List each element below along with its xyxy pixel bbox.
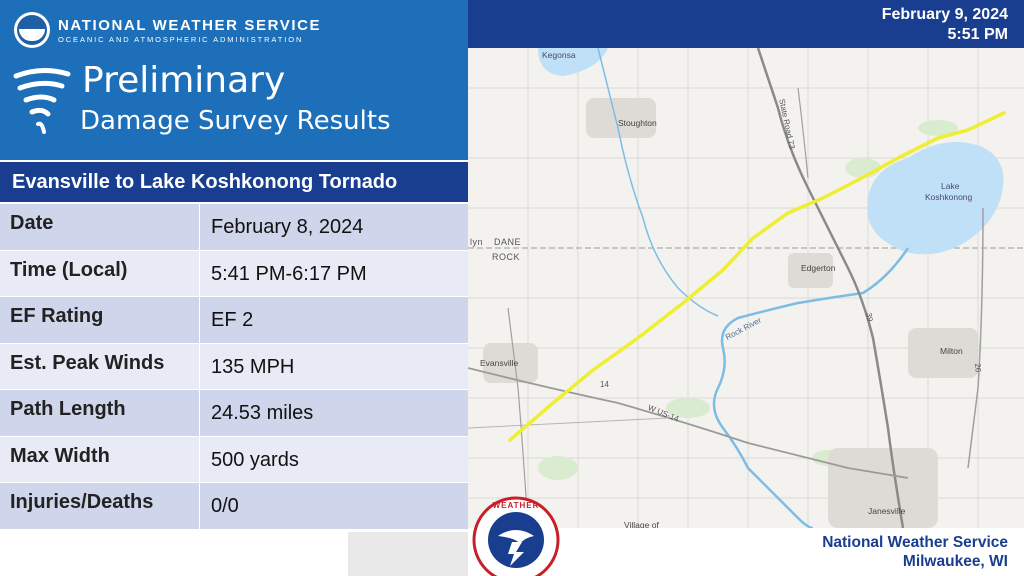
tornado-track-map[interactable]: Kegonsa Stoughton State Road 73 Lake Kos…: [468, 48, 1024, 528]
table-row-max-width: Max Width 500 yards: [0, 436, 468, 483]
label-evansville: Evansville: [480, 358, 519, 368]
event-title: Evansville to Lake Koshkonong Tornado: [0, 160, 468, 202]
interstate-39: [756, 48, 905, 528]
issued-timestamp: February 9, 2024 5:51 PM: [882, 5, 1008, 45]
label-lyn: lyn: [470, 237, 484, 247]
label-kegonsa: Kegonsa: [542, 50, 576, 60]
tornado-track: [508, 111, 1006, 442]
row-label: Path Length: [0, 390, 200, 436]
label-edgerton: Edgerton: [801, 263, 836, 273]
row-label: Est. Peak Winds: [0, 343, 200, 389]
footer-right: [468, 528, 1024, 576]
row-label: EF Rating: [0, 297, 200, 343]
office-location: Milwaukee, WI: [902, 553, 1008, 570]
agency-name: NATIONAL WEATHER SERVICE: [58, 16, 322, 34]
row-value: 0/0: [211, 495, 239, 517]
map-canvas: [468, 48, 1024, 528]
row-value: 500 yards: [211, 448, 299, 471]
footer-left-grey: [348, 532, 468, 576]
nws-seal-logo: WEATHER: [472, 496, 560, 576]
rock-river: [712, 247, 910, 528]
label-stoughton: Stoughton: [618, 118, 657, 128]
table-row-time: Time (Local) 5:41 PM-6:17 PM: [0, 250, 468, 297]
office-name: National Weather Service: [822, 534, 1008, 551]
highway-26: [967, 207, 984, 469]
row-label: Injuries/Deaths: [0, 483, 200, 529]
issued-date: February 9, 2024: [881, 6, 1008, 23]
footer-left: [0, 532, 348, 576]
label-hwy-26: 26: [973, 363, 983, 373]
row-value: February 8, 2024: [211, 216, 364, 238]
table-row-date: Date February 8, 2024: [0, 204, 468, 251]
row-value: 5:41 PM-6:17 PM: [211, 262, 367, 285]
label-lake-koshkonong-1: Lake: [941, 181, 960, 191]
agency-subtitle: OCEANIC AND ATMOSPHERIC ADMINISTRATION: [58, 34, 304, 44]
label-milton: Milton: [940, 346, 963, 356]
agency-block: NATIONAL WEATHER SERVICE OCEANIC AND ATM…: [14, 12, 321, 48]
row-label: Max Width: [0, 436, 200, 482]
noaa-logo: [14, 12, 50, 48]
svg-text:WEATHER: WEATHER: [493, 501, 540, 510]
tornado-icon: [13, 68, 71, 134]
page-subtitle: Damage Survey Results: [80, 106, 391, 136]
label-janesville: Janesville: [868, 506, 906, 516]
header-panel: NATIONAL WEATHER SERVICE OCEANIC AND ATM…: [0, 0, 468, 160]
label-dane-county: DANE: [494, 237, 522, 247]
label-hwy-14: 14: [600, 380, 609, 389]
label-lake-koshkonong-2: Koshkonong: [925, 192, 973, 202]
label-rock-county: ROCK: [492, 252, 521, 262]
row-label: Date: [0, 204, 200, 250]
table-row-peak-winds: Est. Peak Winds 135 MPH: [0, 343, 468, 390]
issued-time: 5:51 PM: [947, 26, 1008, 43]
label-hwy-39: 39: [864, 312, 875, 323]
top-bar: February 9, 2024 5:51 PM: [468, 0, 1024, 48]
details-table: Date February 8, 2024 Time (Local) 5:41 …: [0, 204, 468, 530]
office-block: National Weather Service Milwaukee, WI: [822, 533, 1008, 571]
row-value: EF 2: [211, 309, 254, 331]
row-value: 135 MPH: [211, 355, 295, 378]
label-village-of: Village of: [624, 520, 659, 528]
row-label: Time (Local): [0, 250, 200, 296]
us-14: [468, 367, 909, 479]
table-row-injuries: Injuries/Deaths 0/0: [0, 483, 468, 530]
table-row-path-length: Path Length 24.53 miles: [0, 390, 468, 437]
lake-kegonsa: [538, 48, 608, 76]
lake-koshkonong: [867, 142, 1004, 255]
table-row-ef-rating: EF Rating EF 2: [0, 297, 468, 344]
page-title: Preliminary: [82, 60, 286, 101]
row-value: 24.53 miles: [211, 402, 314, 424]
